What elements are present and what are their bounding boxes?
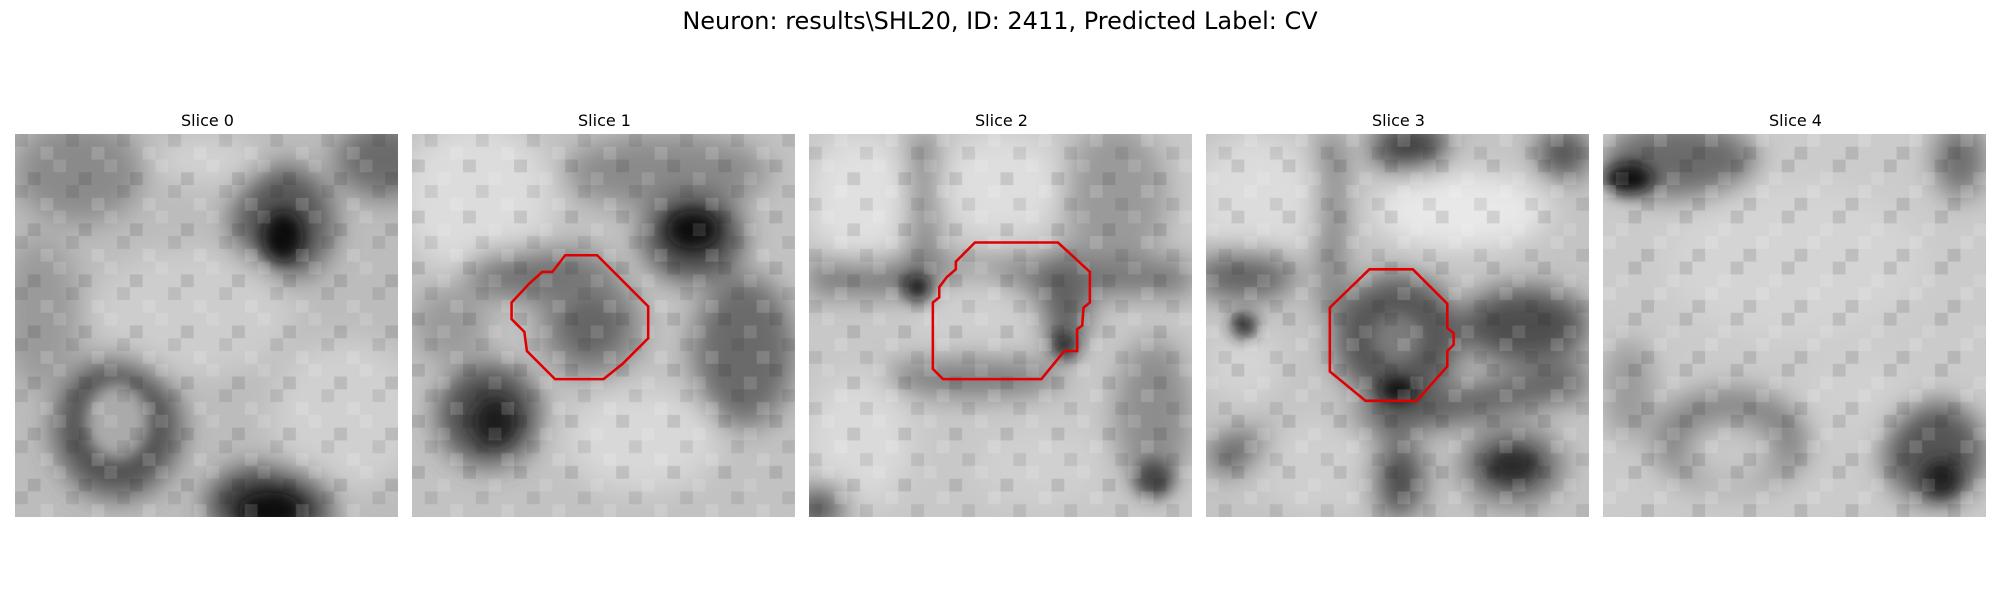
contour-outline [931, 241, 1092, 381]
slice-image [1206, 134, 1589, 517]
slice-image [1603, 134, 1986, 517]
slice-panel-4: Slice 4 [1603, 108, 1988, 517]
slice-panel-0: Slice 0 [15, 108, 400, 517]
slice-image [412, 134, 795, 517]
slice-image [809, 134, 1192, 517]
slice-title: Slice 2 [975, 111, 1028, 130]
slice-panel-1: Slice 1 [412, 108, 797, 517]
contour-outline [510, 254, 650, 381]
slice-title: Slice 3 [1372, 111, 1425, 130]
slice-title: Slice 0 [181, 111, 234, 130]
contour-outline [1328, 268, 1455, 403]
figure-title: Neuron: results\SHL20, ID: 2411, Predict… [682, 7, 1318, 35]
slice-image [15, 134, 398, 517]
slice-title: Slice 4 [1769, 111, 1822, 130]
slice-title: Slice 1 [578, 111, 631, 130]
slice-panel-2: Slice 2 [809, 108, 1194, 517]
slice-panel-3: Slice 3 [1206, 108, 1591, 517]
